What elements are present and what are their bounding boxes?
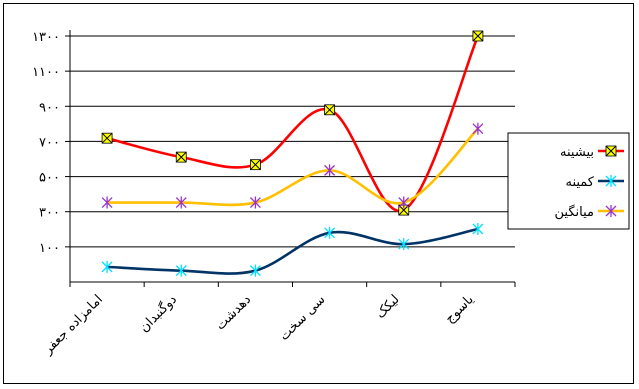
grid-lines bbox=[70, 35, 515, 248]
series-marker-1 bbox=[398, 238, 410, 251]
series-marker-1 bbox=[472, 223, 484, 236]
series-marker-2 bbox=[101, 196, 113, 209]
y-tick-label: ۳۰۰ bbox=[39, 206, 60, 221]
x-category-label: دهدشت bbox=[213, 292, 254, 333]
series-marker-2 bbox=[472, 122, 484, 135]
x-category-label: یاسوج bbox=[442, 292, 477, 327]
x-category-label: لیکک bbox=[373, 292, 402, 321]
y-tick-label: ۱۱۰۰ bbox=[32, 65, 60, 80]
x-category-label: سی سخت bbox=[277, 292, 329, 344]
series-marker-0-cross bbox=[324, 104, 335, 116]
series-line-2 bbox=[107, 127, 479, 207]
axis-labels: ۱۰۰ ۳۰۰ ۵۰۰ ۷۰۰ ۹۰۰ ۱۱۰۰ ۱۳۰۰ امامزاده جعفر دوگن… bbox=[32, 30, 477, 358]
series-marker-1 bbox=[324, 226, 336, 239]
series-line-1 bbox=[107, 227, 479, 275]
series-marker-1 bbox=[101, 260, 113, 273]
series-marker-0-cross bbox=[250, 159, 261, 171]
legend-swatch-marker bbox=[605, 145, 617, 157]
series-markers bbox=[101, 30, 484, 277]
series-marker-0 bbox=[250, 159, 261, 171]
series-marker-0 bbox=[101, 132, 113, 144]
legend-swatch-marker bbox=[605, 175, 617, 187]
series-marker-2 bbox=[324, 164, 336, 177]
x-category-label: دوگنبدان bbox=[136, 291, 180, 335]
y-tick-label: ۹۰۰ bbox=[39, 100, 60, 115]
series-marker-0 bbox=[472, 30, 484, 42]
y-tick-label: ۵۰۰ bbox=[39, 171, 60, 186]
legend-swatch-marker-cross bbox=[605, 145, 617, 157]
series-marker-1 bbox=[249, 264, 261, 277]
series-marker-0-cross bbox=[175, 151, 187, 163]
y-tick-label: ۱۳۰۰ bbox=[32, 30, 60, 45]
legend-swatch-marker bbox=[605, 205, 617, 217]
legend-label: میانگین bbox=[555, 204, 594, 220]
series-marker-2 bbox=[249, 196, 261, 209]
axes bbox=[65, 30, 516, 287]
legend-label: بیشینه bbox=[560, 145, 594, 160]
y-tick-label: ۷۰۰ bbox=[39, 135, 60, 150]
legend-label: کمینه bbox=[565, 175, 594, 190]
series-marker-2 bbox=[398, 196, 410, 209]
series-marker-0-cross bbox=[472, 30, 484, 42]
series-marker-0 bbox=[324, 104, 335, 116]
x-category-label: امامزاده جعفر bbox=[40, 292, 106, 358]
y-tick-label: ۱۰۰ bbox=[39, 241, 60, 256]
series-marker-2 bbox=[175, 196, 187, 209]
legend: بیشینه کمینه میانگین bbox=[507, 132, 630, 230]
series-marker-1 bbox=[175, 264, 187, 277]
series-marker-0 bbox=[175, 151, 187, 163]
series-marker-0-cross bbox=[101, 132, 113, 144]
